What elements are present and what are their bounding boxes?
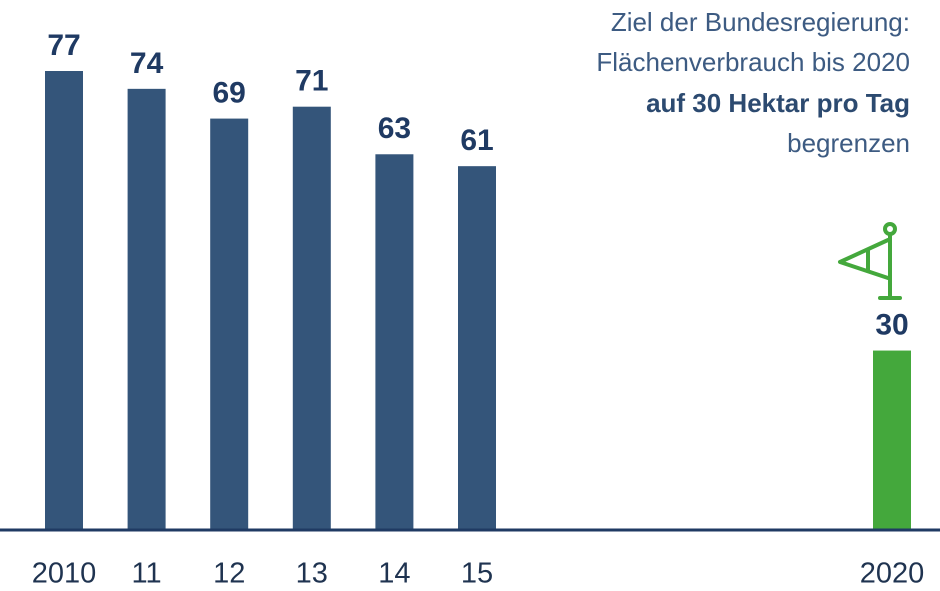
x-tick-label: 11 xyxy=(132,558,162,590)
annotation-line: auf 30 Hektar pro Tag xyxy=(646,88,910,118)
x-tick-label: 14 xyxy=(378,558,410,590)
value-label: 74 xyxy=(130,47,164,80)
value-label: 71 xyxy=(295,65,328,98)
bar xyxy=(375,154,414,530)
x-tick-label: 15 xyxy=(461,558,493,590)
bar xyxy=(873,350,911,529)
flag-icon xyxy=(838,222,902,300)
value-label: 69 xyxy=(213,77,246,110)
annotation-line: Ziel der Bundesregierung: xyxy=(611,7,910,37)
annotation-line: begrenzen xyxy=(787,128,910,158)
value-label: 63 xyxy=(378,112,411,145)
value-label: 61 xyxy=(460,124,493,157)
bar xyxy=(292,106,331,530)
x-tick-label: 12 xyxy=(213,558,245,590)
x-tick-label: 2010 xyxy=(32,558,97,590)
bar xyxy=(127,88,166,530)
x-tick-label: 13 xyxy=(296,558,328,590)
x-tick-label: 2020 xyxy=(860,558,925,590)
bar xyxy=(210,118,249,530)
annotation-line: Flächenverbrauch bis 2020 xyxy=(596,47,910,77)
value-label: 77 xyxy=(47,29,80,62)
bar xyxy=(45,71,83,529)
value-label: 30 xyxy=(875,308,908,341)
bar xyxy=(458,166,496,530)
